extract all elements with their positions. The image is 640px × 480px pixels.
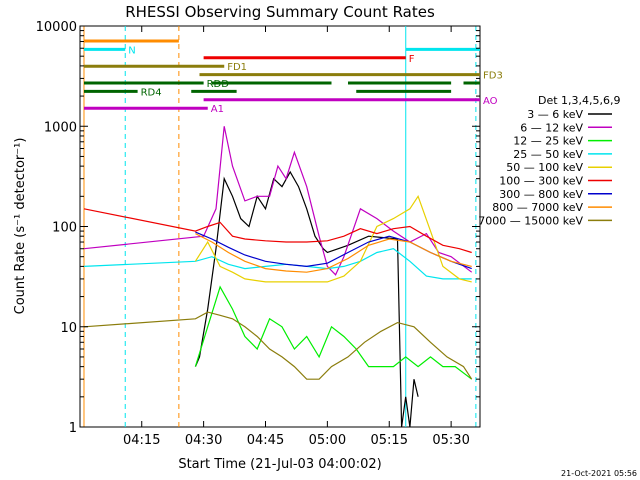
x-tick-label-4: 05:15 [371,433,408,448]
legend-entry-3: 25 — 50 keV [513,148,583,161]
chart-title: RHESSI Observing Summary Count Rates [125,3,435,21]
y-axis-ticks: 1 10 100 1000 10000 [36,20,480,436]
x-tick-label-0: 04:15 [123,433,160,448]
x-tick-label-2: 04:45 [247,433,284,448]
plot-frame [79,25,481,428]
flag-label-4: FD3 [483,71,503,82]
legend-entry-8: 7000 — 15000 keV [478,214,583,227]
legend-entry-4: 50 — 100 keV [506,161,583,174]
series-line-2 [194,285,473,380]
y-tick-label-2: 100 [52,221,77,236]
y-tick-label-3: 1000 [44,120,77,135]
flag-label-6: RD4 [141,87,162,98]
series-line-5 [83,208,472,254]
legend-entry-7: 800 — 7000 keV [492,201,583,214]
legend-entry-5: 100 — 300 keV [499,175,583,188]
legend-title: Det 1,3,4,5,6,9 [538,94,621,107]
series-line-4 [194,194,472,283]
time-markers [83,26,477,427]
generation-timestamp: 21-Oct-2021 05:56 [561,469,637,478]
flag-label-5: RDD [207,79,230,90]
flag-label-7: AO [483,96,498,107]
flag-label-2: F [409,54,415,65]
x-tick-label-1: 04:30 [185,433,222,448]
y-axis-label: Count Rate (s⁻¹ detector⁻¹) [13,138,28,315]
x-tick-label-3: 05:00 [309,433,346,448]
legend-entry-1: 6 — 12 keV [520,121,583,134]
series-lines [83,126,473,428]
series-line-3 [83,248,472,280]
y-tick-label-0: 1 [69,421,77,436]
y-tick-label-4: 10000 [36,20,77,35]
plot-area [79,25,481,428]
flag-label-1: N [128,45,135,56]
x-axis-ticks: 04:15 04:30 04:45 05:00 05:15 05:30 [123,26,470,448]
y-tick-label-1: 10 [60,321,77,336]
series-line-0 [194,170,419,428]
legend-entry-2: 12 — 25 keV [513,135,583,148]
x-tick-label-5: 05:30 [432,433,469,448]
observing-flags: N F FD1 FD3 RDD RD4 AO A1 [83,39,503,115]
legend-entry-6: 300 — 800 keV [499,188,583,201]
series-line-1 [83,126,473,276]
flag-label-8: A1 [211,104,224,115]
series-line-8 [83,311,473,380]
x-axis-label: Start Time (21-Jul-03 04:00:02) [178,457,381,472]
flag-label-3: FD1 [227,62,247,73]
series-line-7 [195,233,472,273]
legend-entry-0: 3 — 6 keV [527,108,583,121]
